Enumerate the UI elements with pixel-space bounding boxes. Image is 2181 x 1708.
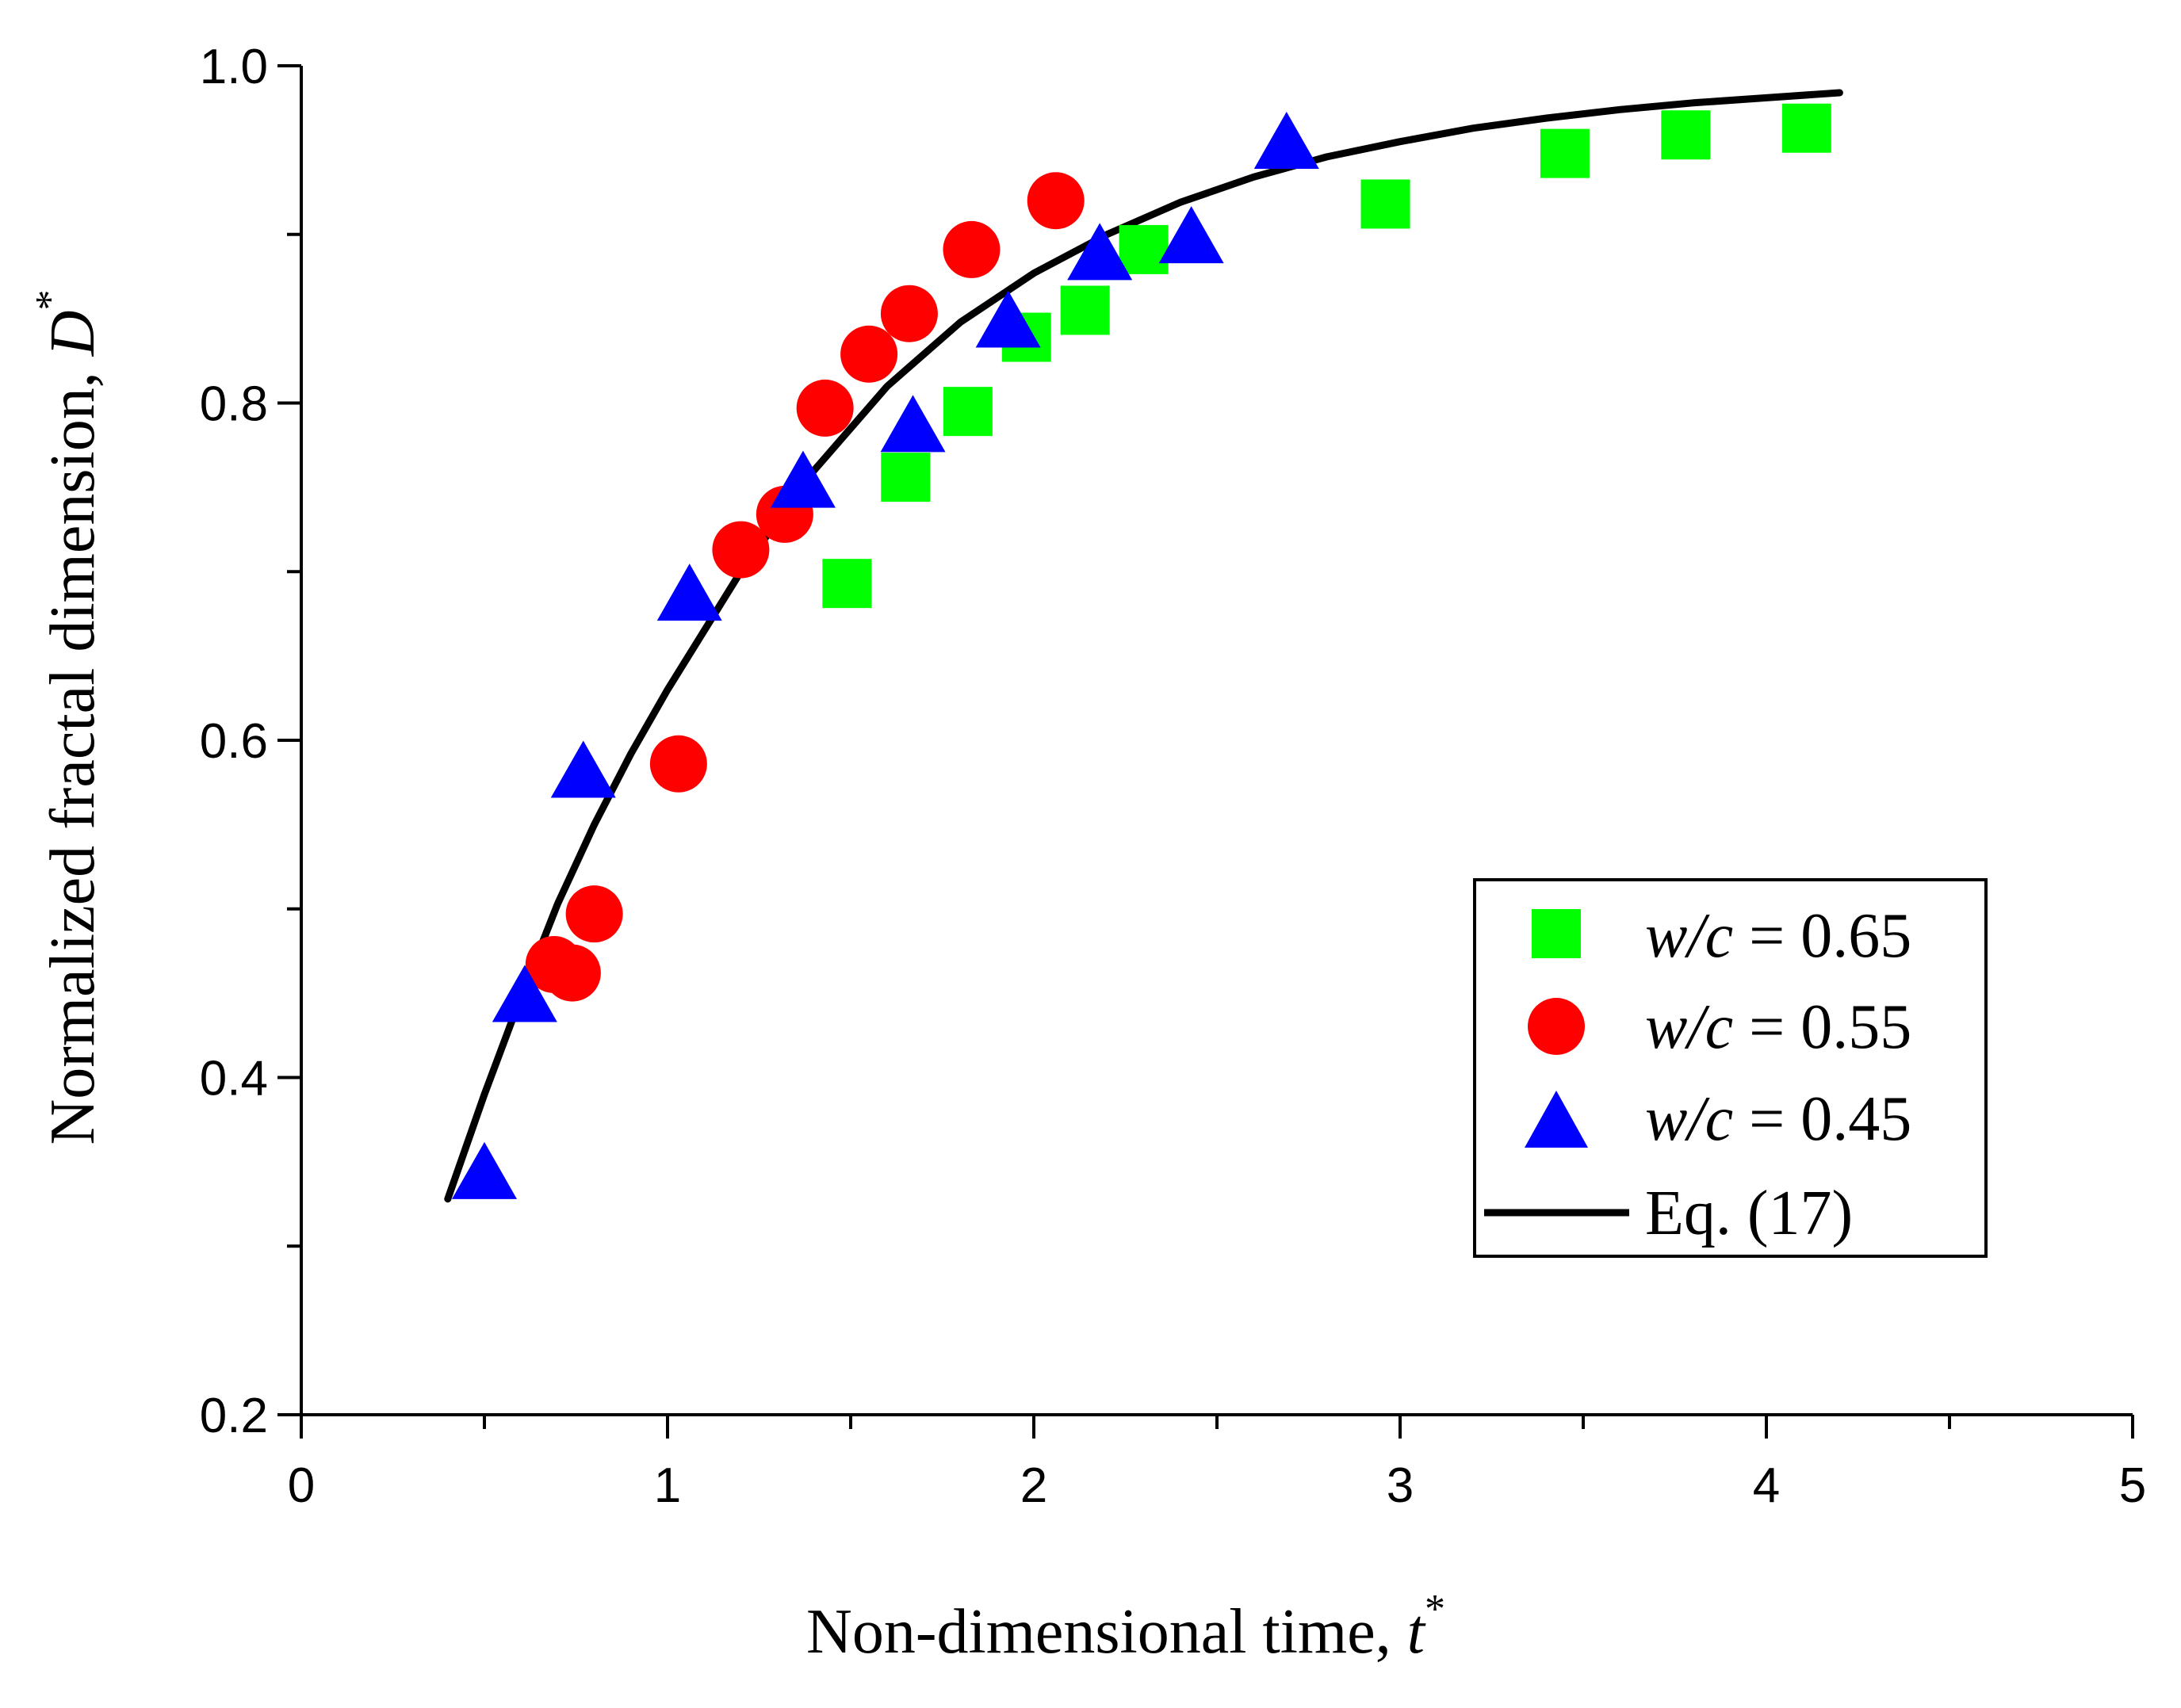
data-point-square xyxy=(1060,285,1110,335)
eq-17-curve xyxy=(444,89,1843,1203)
y-axis-var: D xyxy=(38,311,108,357)
data-point-triangle xyxy=(492,965,557,1022)
data-point-square xyxy=(1119,224,1169,274)
data-point-circle xyxy=(796,379,854,437)
legend: w/c = 0.65 w/c = 0.55 w/c = 0.45 Eq. (17… xyxy=(1473,878,1988,1258)
y-axis-title: Normalized fractal dimension, D* xyxy=(28,290,108,1145)
x-tick-label: 1 xyxy=(654,1458,681,1513)
data-point-circle xyxy=(543,944,601,1002)
plot-area xyxy=(444,89,1843,1203)
x-axis-var: t xyxy=(1407,1597,1426,1667)
data-point-square xyxy=(822,559,872,609)
data-point-square xyxy=(881,453,931,502)
data-point-circle xyxy=(565,885,623,943)
data-point-circle xyxy=(1027,172,1085,230)
data-point-triangle xyxy=(550,740,616,798)
data-point-circle xyxy=(649,735,707,793)
x-tick-label: 3 xyxy=(1387,1458,1414,1513)
data-point-square xyxy=(1661,110,1711,160)
data-point-square xyxy=(1360,179,1410,229)
y-tick-label: 1.0 xyxy=(200,40,268,94)
data-point-triangle xyxy=(880,395,946,453)
data-point-circle xyxy=(880,285,938,342)
legend-label-w-c-0-65: w/c = 0.65 xyxy=(1645,901,1911,971)
data-point-triangle xyxy=(975,290,1041,348)
x-axis-sup: * xyxy=(1425,1587,1445,1632)
legend-label-eq-17: Eq. (17) xyxy=(1645,1179,1853,1248)
data-point-square xyxy=(943,387,993,437)
legend-label-w-c-0-45: w/c = 0.45 xyxy=(1645,1084,1911,1154)
x-tick-label: 5 xyxy=(2119,1458,2146,1513)
legend-marker-circle xyxy=(1528,998,1585,1055)
y-tick-label: 0.2 xyxy=(200,1389,268,1443)
x-tick-label: 0 xyxy=(288,1458,315,1513)
data-point-triangle xyxy=(452,1141,517,1199)
axes: 0 1 2 3 4 5 0.2 0.4 0.6 0.8 1.0 xyxy=(200,40,2146,1513)
data-point-triangle xyxy=(1067,223,1133,281)
data-point-square xyxy=(1540,128,1590,178)
data-point-circle xyxy=(840,325,898,383)
y-tick-label: 0.4 xyxy=(200,1052,268,1106)
data-point-circle xyxy=(943,220,1001,278)
x-axis-title: Non-dimensional time, t* xyxy=(806,1587,1445,1667)
data-point-triangle xyxy=(1253,111,1319,169)
data-point-triangle xyxy=(770,450,836,508)
y-axis-sup: * xyxy=(28,290,73,311)
y-tick-label: 0.6 xyxy=(200,714,268,769)
data-point-circle xyxy=(712,521,770,579)
x-tick-label: 4 xyxy=(1753,1458,1780,1513)
x-tick-label: 2 xyxy=(1020,1458,1047,1513)
legend-label-w-c-0-55: w/c = 0.55 xyxy=(1645,992,1911,1062)
y-tick-label: 0.8 xyxy=(200,377,268,432)
data-point-triangle xyxy=(656,564,722,621)
legend-marker-square xyxy=(1532,909,1581,958)
data-point-triangle xyxy=(1158,206,1224,264)
legend-marker-triangle xyxy=(1525,1091,1588,1148)
data-point-square xyxy=(1781,103,1831,153)
